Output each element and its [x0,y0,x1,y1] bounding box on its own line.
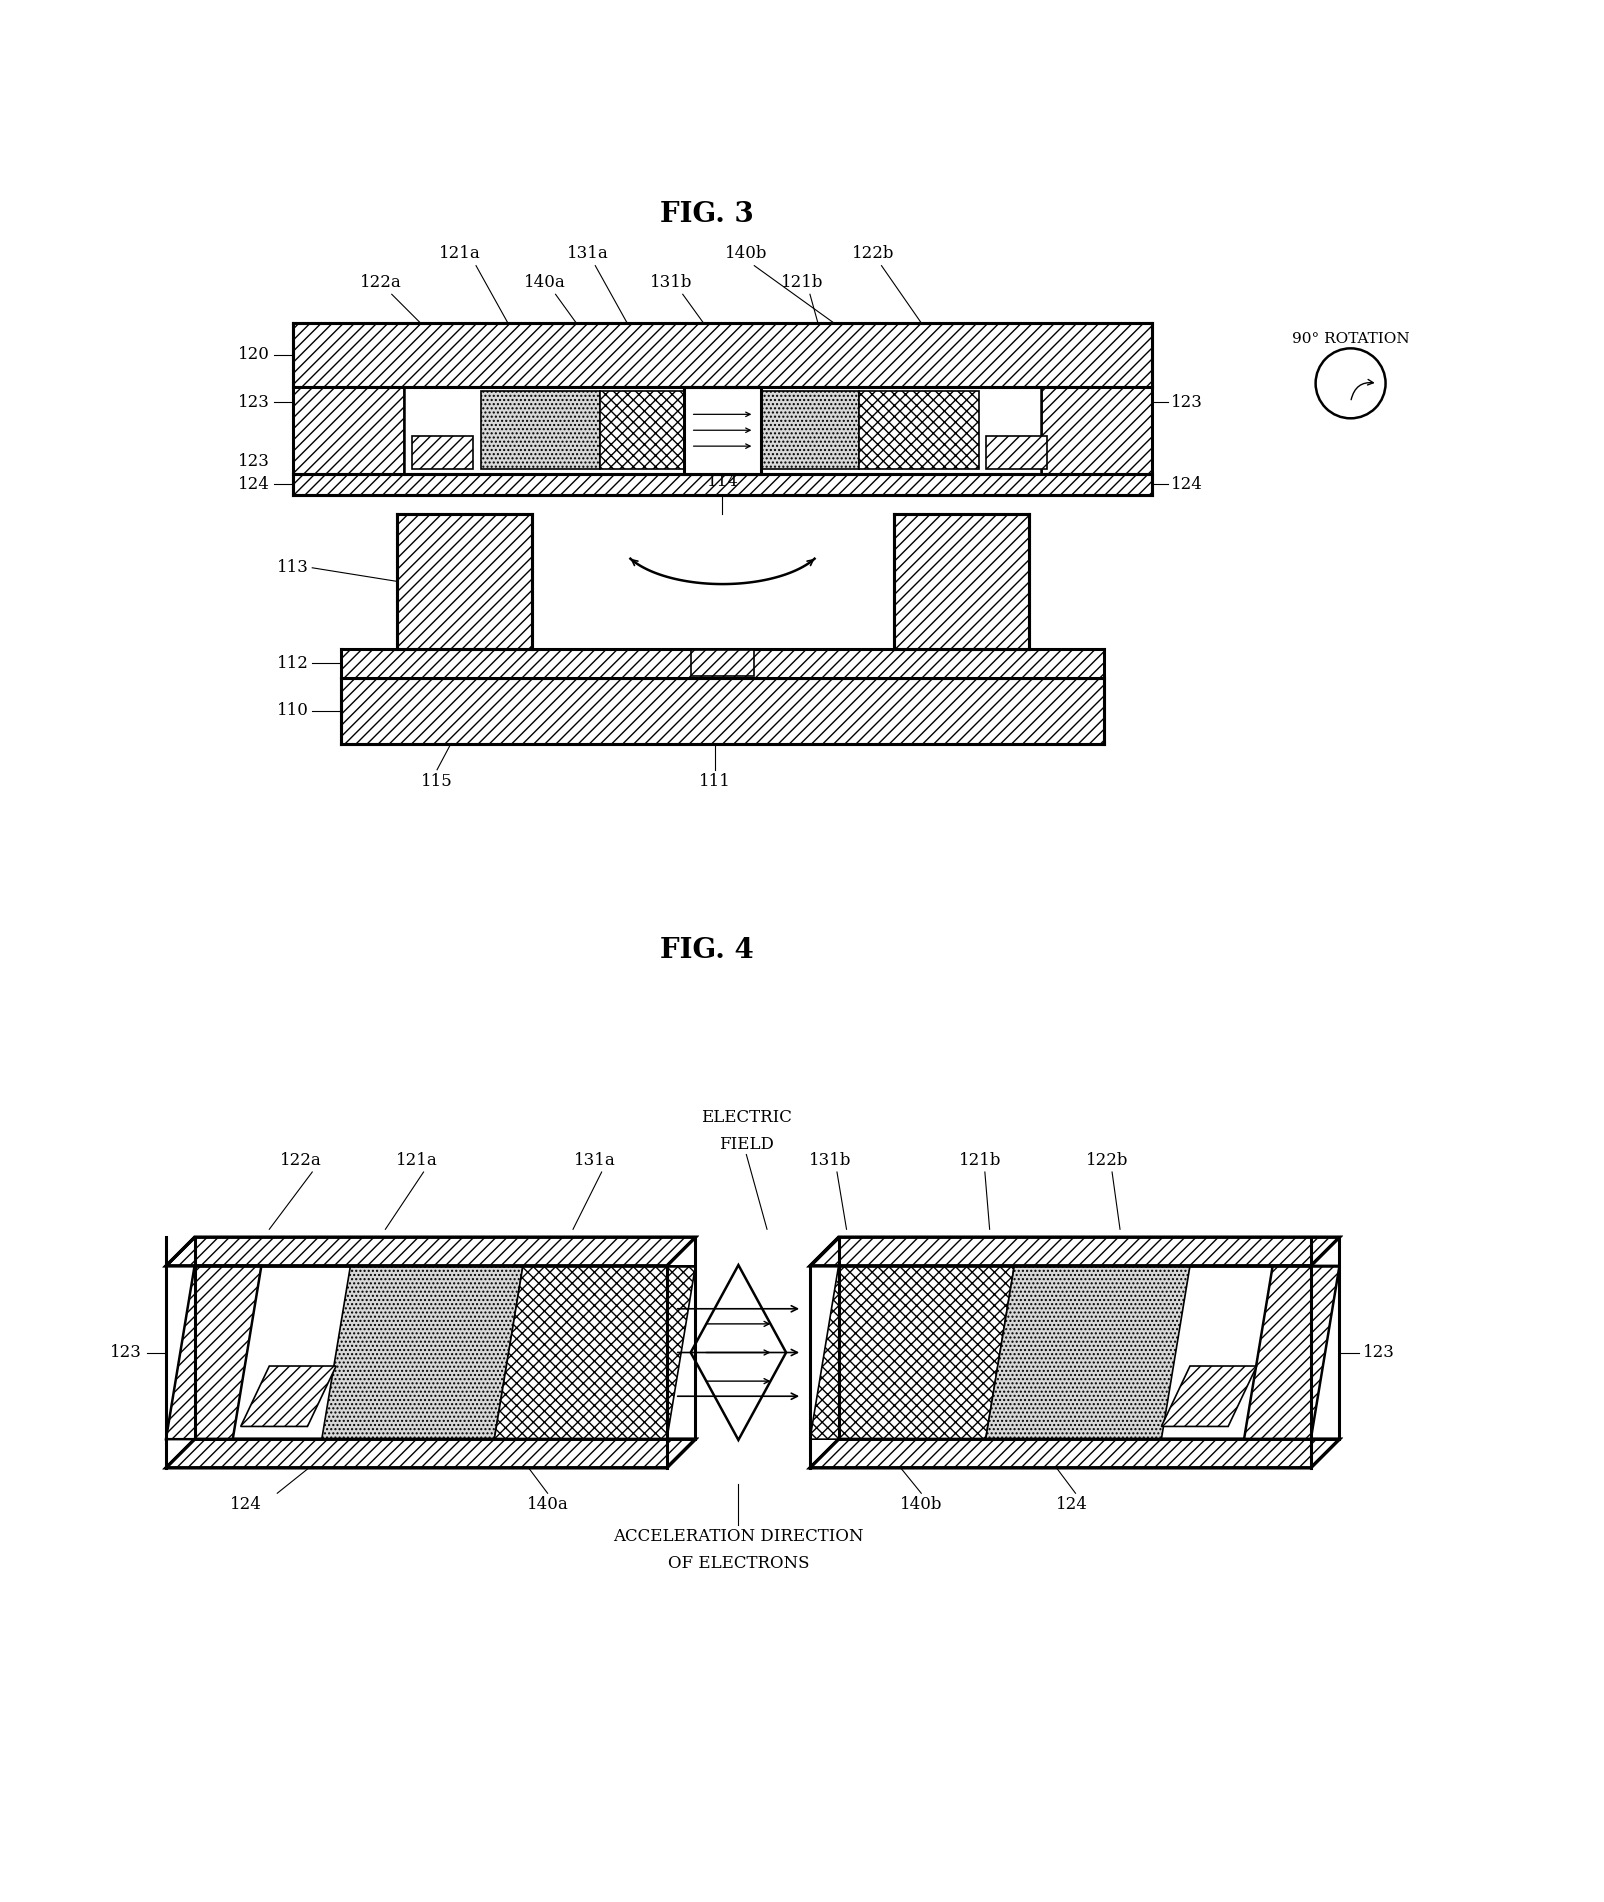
Text: FIG. 3: FIG. 3 [659,202,754,228]
Bar [294,386,404,474]
Polygon shape [322,1267,523,1440]
Bar [760,392,860,470]
Bar [342,677,1104,744]
Text: 121a: 121a [439,245,481,262]
Bar [481,392,600,470]
Polygon shape [165,1440,696,1468]
Text: ELECTRIC: ELECTRIC [701,1109,792,1126]
Bar [404,386,1041,474]
Bar [691,650,754,675]
Text: 122b: 122b [852,245,895,262]
Text: 124: 124 [229,1497,261,1514]
Text: 123: 123 [1363,1345,1395,1362]
Text: 121b: 121b [959,1153,1001,1170]
Polygon shape [810,1267,1014,1440]
Bar [294,323,1152,386]
Text: OF ELECTRONS: OF ELECTRONS [667,1556,808,1573]
Text: FIG. 4: FIG. 4 [659,938,754,964]
Text: 124: 124 [1171,476,1203,493]
Text: 131a: 131a [574,1153,616,1170]
Polygon shape [1245,1267,1339,1440]
Bar [986,436,1047,470]
Text: 140a: 140a [523,274,565,291]
Polygon shape [241,1366,337,1426]
Bar [893,514,1030,649]
Bar [294,474,1152,495]
Text: 115: 115 [422,772,452,789]
Text: 122a: 122a [359,274,401,291]
Text: 110: 110 [277,702,310,719]
Text: FIELD: FIELD [719,1135,773,1153]
Bar [412,436,473,470]
Text: 123: 123 [1171,394,1203,411]
Text: 90° ROTATION: 90° ROTATION [1291,331,1410,346]
Text: 131b: 131b [650,274,693,291]
Text: 122a: 122a [281,1153,322,1170]
Text: 122b: 122b [1086,1153,1129,1170]
Text: 121a: 121a [396,1153,438,1170]
Text: 123: 123 [111,1345,143,1362]
Text: 121b: 121b [781,274,823,291]
Text: 150: 150 [707,390,738,407]
Text: 140b: 140b [725,245,768,262]
Text: 131b: 131b [810,1153,852,1170]
Text: 131a: 131a [566,245,608,262]
Bar [1041,386,1152,474]
Polygon shape [691,1265,786,1440]
Text: 140b: 140b [900,1497,943,1514]
Text: 112: 112 [277,654,310,671]
Polygon shape [165,1236,696,1267]
Text: 120: 120 [237,346,269,363]
Text: 140a: 140a [526,1497,568,1514]
Text: 124: 124 [1057,1497,1088,1514]
Bar [600,392,699,470]
Text: ACCELERATION DIRECTION: ACCELERATION DIRECTION [613,1527,863,1544]
Text: 114: 114 [706,474,738,491]
Polygon shape [494,1267,696,1440]
Bar [342,649,1104,677]
Text: 113: 113 [277,559,310,576]
Polygon shape [810,1440,1339,1468]
Polygon shape [810,1236,1339,1267]
Polygon shape [1161,1366,1258,1426]
Bar [860,392,978,470]
Polygon shape [985,1267,1190,1440]
Text: 111: 111 [699,772,730,789]
Bar [685,386,760,474]
Bar [396,514,531,649]
Text: 123: 123 [237,453,269,470]
Text: 124: 124 [237,476,269,493]
Text: 123: 123 [237,394,269,411]
Polygon shape [165,1267,261,1440]
